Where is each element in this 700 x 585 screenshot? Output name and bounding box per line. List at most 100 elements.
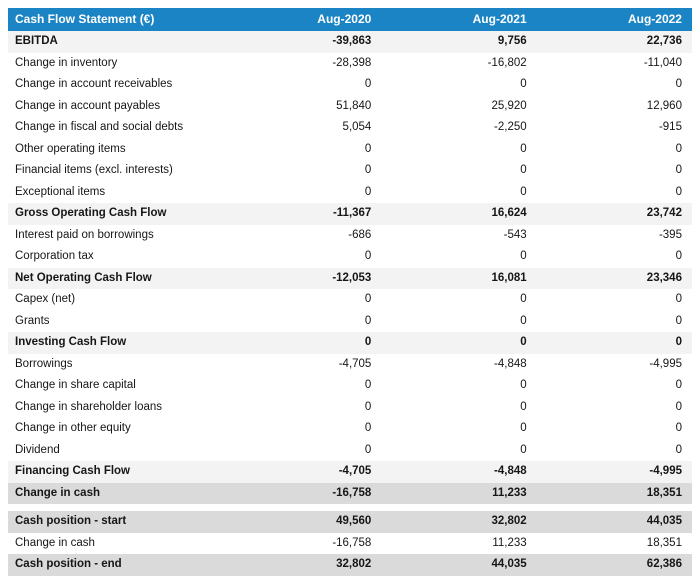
table-row: EBITDA -39,863 9,756 22,736 (8, 31, 692, 53)
row-value-aug-2020: 5,054 (342, 121, 372, 133)
table-row: Net Operating Cash Flow -12,053 16,081 2… (8, 267, 692, 289)
row-value-aug-2021: -4,848 (494, 357, 527, 370)
row-label: Change in cash (15, 536, 95, 549)
row-value-aug-2022: -395 (658, 228, 682, 241)
row-value-aug-2021: 9,756 (497, 35, 527, 47)
row-value-aug-2021: 16,081 (491, 271, 527, 284)
row-value-aug-2022: -11,040 (643, 56, 682, 69)
row-value-aug-2022: 0 (675, 336, 682, 348)
row-label: Exceptional items (15, 185, 106, 198)
row-value-aug-2021: 0 (520, 164, 527, 176)
row-value-aug-2021: -2,250 (494, 121, 527, 133)
row-label: Grants (15, 314, 50, 327)
row-label: Interest paid on borrowings (15, 228, 154, 241)
table-title: Cash Flow Statement (€) (15, 11, 155, 26)
row-value-aug-2020: 0 (364, 78, 372, 90)
row-label: Capex (net) (15, 293, 76, 305)
row-value-aug-2021: 0 (520, 293, 527, 305)
table-row: Change in shareholder loans 0 0 0 (8, 397, 692, 419)
row-value-aug-2020: 0 (364, 379, 372, 391)
table-row: Change in cash -16,758 11,233 18,351 (8, 482, 692, 504)
row-label: Change in account payables (15, 99, 161, 112)
row-value-aug-2022: 0 (675, 78, 682, 90)
row-value-aug-2021: 44,035 (491, 558, 527, 570)
table-header-row: Cash Flow Statement (€) Aug-2020 Aug-202… (8, 8, 692, 31)
row-label: Other operating items (15, 142, 126, 155)
row-value-aug-2020: 0 (364, 164, 372, 176)
row-value-aug-2020: 0 (364, 336, 372, 348)
table-row: Financial items (excl. interests) 0 0 0 (8, 160, 692, 182)
row-value-aug-2020: -28,398 (332, 56, 372, 69)
table-row: Change in fiscal and social debts 5,054 … (8, 117, 692, 139)
row-label: Change in inventory (15, 56, 118, 69)
table-row: Change in account payables 51,840 25,920… (8, 96, 692, 118)
table-row: Financing Cash Flow -4,705 -4,848 -4,995 (8, 461, 692, 483)
row-value-aug-2021: 0 (520, 443, 527, 456)
row-value-aug-2022: 0 (675, 250, 682, 262)
row-label: Cash position - start (15, 515, 127, 527)
row-value-aug-2021: 0 (520, 250, 527, 262)
row-label: Corporation tax (15, 250, 94, 262)
row-value-aug-2020: -4,705 (338, 465, 372, 477)
row-value-aug-2022: 44,035 (646, 515, 682, 527)
row-value-aug-2022: 0 (675, 164, 682, 176)
row-label: Dividend (15, 443, 60, 456)
row-label: Change in shareholder loans (15, 400, 163, 413)
row-value-aug-2022: 0 (675, 443, 682, 456)
row-value-aug-2022: 18,351 (646, 536, 682, 549)
row-value-aug-2022: 23,742 (646, 207, 682, 219)
table-body: EBITDA -39,863 9,756 22,736 Change in in… (8, 31, 692, 576)
row-value-aug-2020: 0 (364, 185, 372, 198)
row-label: Cash position - end (15, 558, 122, 570)
table-row: Change in account receivables 0 0 0 (8, 74, 692, 96)
row-value-aug-2022: 0 (675, 400, 682, 413)
row-value-aug-2022: 0 (675, 142, 682, 155)
row-value-aug-2021: 11,233 (492, 486, 527, 499)
row-value-aug-2020: -39,863 (332, 35, 372, 47)
row-value-aug-2021: -16,802 (487, 56, 527, 69)
table-row: Capex (net) 0 0 0 (8, 289, 692, 311)
row-value-aug-2020: 51,840 (336, 99, 372, 112)
row-value-aug-2021: 11,233 (492, 536, 527, 549)
row-label: Net Operating Cash Flow (15, 271, 152, 284)
row-value-aug-2022: -915 (658, 121, 682, 133)
table-row: Grants 0 0 0 (8, 311, 692, 333)
row-value-aug-2020: 32,802 (336, 558, 372, 570)
row-value-aug-2022: 0 (675, 293, 682, 305)
column-header-aug-2020: Aug-2020 (317, 11, 372, 26)
table-row: Investing Cash Flow 0 0 0 (8, 332, 692, 354)
row-value-aug-2021: -4,848 (494, 465, 527, 477)
cash-flow-table: Cash Flow Statement (€) Aug-2020 Aug-202… (8, 8, 692, 576)
row-value-aug-2022: -4,995 (649, 465, 682, 477)
row-value-aug-2021: 0 (520, 400, 527, 413)
row-value-aug-2022: 12,960 (646, 99, 682, 112)
row-value-aug-2020: 49,560 (336, 515, 372, 527)
row-value-aug-2021: 0 (520, 142, 527, 155)
row-value-aug-2020: 0 (364, 422, 372, 434)
row-value-aug-2021: 25,920 (491, 99, 527, 112)
row-value-aug-2020: -4,705 (338, 357, 372, 370)
row-value-aug-2020: 0 (364, 443, 372, 456)
row-value-aug-2022: 0 (675, 422, 682, 434)
row-value-aug-2022: 0 (675, 314, 682, 327)
row-value-aug-2021: 0 (520, 185, 527, 198)
table-row: Exceptional items 0 0 0 (8, 182, 692, 204)
table-row: Change in share capital 0 0 0 (8, 375, 692, 397)
table-row: Borrowings -4,705 -4,848 -4,995 (8, 354, 692, 376)
row-value-aug-2021: 0 (520, 422, 527, 434)
row-value-aug-2021: 0 (520, 314, 527, 327)
row-label: Change in account receivables (15, 78, 173, 90)
row-value-aug-2020: 0 (364, 400, 372, 413)
column-header-aug-2022: Aug-2022 (627, 11, 682, 26)
row-label: Change in fiscal and social debts (15, 121, 184, 133)
row-label: Gross Operating Cash Flow (15, 207, 167, 219)
row-value-aug-2020: -11,367 (332, 207, 372, 219)
row-value-aug-2020: 0 (364, 142, 372, 155)
row-value-aug-2020: -686 (348, 228, 372, 241)
row-value-aug-2020: -16,758 (332, 486, 372, 499)
row-value-aug-2021: 0 (520, 336, 527, 348)
row-value-aug-2020: 0 (364, 250, 372, 262)
row-value-aug-2022: 22,736 (646, 35, 682, 47)
column-header-aug-2021: Aug-2021 (472, 11, 527, 26)
